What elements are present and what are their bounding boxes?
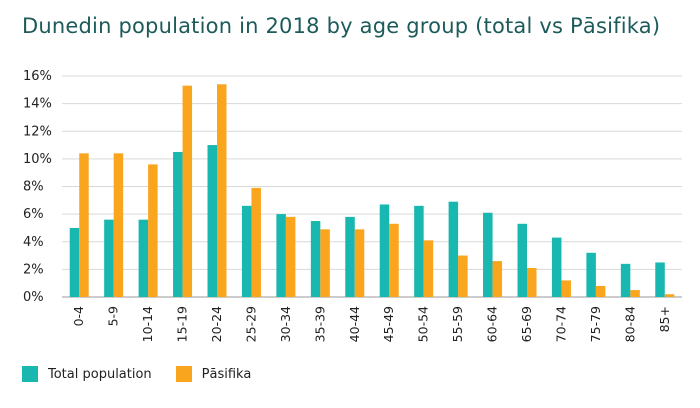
bar-pasifika-10-14 [148, 164, 158, 297]
y-tick-label: 2% [23, 262, 44, 277]
x-tick-label: 60-64 [485, 306, 500, 342]
y-tick-label: 6% [23, 207, 44, 222]
x-tick-label: 15-19 [175, 306, 190, 342]
x-tick-label: 5-9 [106, 306, 121, 326]
bar-pasifika-5-9 [113, 153, 124, 297]
bar-pasifika-30-34 [285, 216, 296, 297]
bar-total-40-44 [345, 216, 355, 297]
x-tick-label: 45-49 [381, 306, 396, 342]
legend-item-pasifika: Pāsifika [175, 366, 252, 382]
gridlines [62, 75, 682, 298]
bar-total-10-14 [138, 219, 149, 297]
bar-total-65-69 [517, 223, 527, 297]
bar-total-70-74 [551, 237, 562, 297]
bar-pasifika-35-39 [320, 229, 330, 297]
bar-total-60-64 [483, 212, 493, 297]
x-tick-label: 55-59 [450, 306, 465, 342]
bar-total-35-39 [310, 221, 321, 297]
x-tick-label: 80-84 [622, 306, 637, 342]
y-tick-label: 14% [23, 97, 52, 112]
x-tick-label: 0-4 [71, 306, 86, 326]
legend-item-total: Total population [22, 366, 152, 382]
bar-total-80-84 [620, 263, 631, 297]
x-tick-label: 75-79 [588, 306, 603, 342]
chart-title: Dunedin population in 2018 by age group … [22, 14, 661, 38]
bar-pasifika-0-4 [79, 153, 89, 297]
x-axis-labels: 0-4 5-9 10-14 15-19 20-24 25-29 30-34 35-39 40-4… [71, 306, 672, 342]
bar-pasifika-50-54 [423, 240, 434, 297]
bar-pasifika-25-29 [251, 187, 261, 297]
bar-total-25-29 [241, 205, 252, 297]
bar-total-45-49 [379, 204, 390, 297]
x-tick-label: 30-34 [278, 306, 293, 342]
y-tick-label: 12% [23, 124, 52, 139]
bar-pasifika-15-19 [182, 85, 193, 297]
bar-pasifika-60-64 [492, 261, 503, 297]
y-axis: 0% 2% 4% 6% 8% 10% 12% 14% 16% [23, 69, 52, 305]
bar-pasifika-65-69 [527, 267, 537, 297]
bar-pasifika-40-44 [354, 229, 365, 297]
bar-total-30-34 [276, 214, 286, 297]
bar-pasifika-45-49 [389, 223, 399, 297]
x-tick-label: 20-24 [209, 306, 224, 342]
bar-total-0-4 [69, 227, 80, 297]
bar-pasifika-55-59 [458, 255, 468, 297]
legend-swatch-total [22, 366, 38, 382]
bar-pasifika-75-79 [595, 285, 606, 297]
x-tick-label: 35-39 [312, 306, 327, 342]
x-tick-label: 50-54 [416, 306, 431, 342]
bar-pasifika-20-24 [217, 84, 227, 297]
bar-total-20-24 [207, 145, 217, 297]
x-tick-label: 25-29 [243, 306, 258, 342]
bar-pasifika-80-84 [630, 290, 640, 297]
x-tick-label: 65-69 [519, 306, 534, 342]
y-tick-label: 4% [23, 235, 44, 250]
bar-total-15-19 [173, 151, 183, 297]
legend-label-total: Total population [48, 366, 152, 382]
x-tick-label: 10-14 [140, 306, 155, 342]
bar-total-5-9 [104, 219, 114, 297]
x-tick-label: 85+ [657, 306, 672, 332]
bars [69, 84, 675, 297]
bar-pasifika-85+ [664, 294, 675, 297]
bar-total-50-54 [414, 205, 424, 297]
bar-pasifika-70-74 [561, 280, 571, 297]
y-tick-label: 0% [23, 290, 44, 305]
x-tick-label: 70-74 [553, 306, 568, 342]
legend: Total population Pāsifika [22, 366, 275, 382]
y-tick-label: 8% [23, 180, 44, 195]
legend-swatch-pasifika [175, 366, 192, 382]
y-tick-label: 10% [23, 152, 52, 167]
legend-label-pasifika: Pāsifika [201, 366, 252, 382]
bar-total-85+ [655, 262, 665, 297]
bar-total-75-79 [586, 252, 596, 297]
y-tick-label: 16% [23, 69, 52, 84]
x-tick-label: 40-44 [347, 306, 362, 342]
bar-total-55-59 [448, 201, 459, 297]
